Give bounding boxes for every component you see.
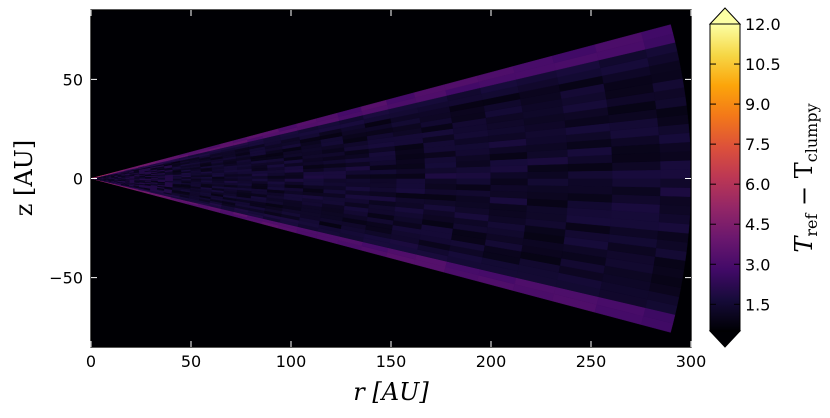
colorbar-extend-max (708, 7, 742, 25)
heatmap-cell (267, 175, 286, 179)
heatmap-cell (567, 185, 613, 195)
heatmap-cell (251, 180, 269, 185)
colorbar-ticks: 1.5 3.0 4.5 6.0 7.5 9.0 10.5 12.0 (710, 15, 781, 314)
heatmap-cell (201, 178, 213, 181)
colorbar-tick-label: 4.5 (745, 215, 770, 234)
heatmap-cell (456, 178, 491, 185)
colorbar-tick-label: 6.0 (745, 175, 770, 194)
heatmap-cell (303, 181, 325, 186)
heatmap-cell (396, 173, 426, 179)
heatmap-cell (568, 170, 613, 179)
heatmap-cell (659, 195, 691, 207)
colorbar-tick-label: 10.5 (745, 55, 781, 74)
heatmap-cell (267, 180, 286, 185)
heatmap-cell (396, 178, 426, 184)
heatmap-cell (527, 178, 569, 186)
heatmap-cell (323, 181, 347, 187)
heatmap-cell (181, 178, 192, 181)
heatmap-cell (370, 178, 397, 184)
heatmap-cell (659, 150, 691, 162)
colorbar-tick-label: 9.0 (745, 95, 770, 114)
x-axis-ticks: 0 50 100 150 200 250 300 (86, 10, 706, 371)
heatmap-cell (660, 169, 691, 179)
heatmap-cell (456, 172, 491, 179)
heatmap-cell (370, 173, 397, 179)
heatmap-cell (612, 186, 661, 197)
heatmap-cell (660, 178, 691, 188)
heatmap-cell (284, 175, 304, 179)
heatmap-cell (323, 178, 347, 183)
svg-text:Tref − Tclumpy: Tref − Tclumpy (790, 103, 821, 252)
y-axis-ticks: 50 0 −50 (49, 70, 691, 288)
colorbar-tick-label: 12.0 (745, 15, 781, 34)
heatmap-cell (425, 172, 457, 179)
heatmap-cell (369, 182, 397, 189)
colorbar-label-sub2: clumpy (802, 103, 821, 162)
heatmap-cell (267, 178, 286, 182)
y-axis-label-text: z [AU] (10, 140, 38, 217)
heatmap-cell (284, 181, 304, 186)
y-tick-label: 0 (73, 170, 83, 189)
heatmap-cell (490, 184, 529, 193)
plot-area: 0 50 100 150 200 250 300 50 0 −50 (49, 9, 706, 371)
heatmap-cell (425, 178, 457, 185)
colorbar-tick-label: 3.0 (745, 255, 770, 274)
heatmap-cell (251, 178, 269, 182)
heatmap-cell (660, 159, 691, 171)
x-tick-label: 250 (576, 352, 607, 371)
heatmap-cell (568, 178, 613, 187)
heatmap-cell (224, 178, 238, 181)
colorbar-label-minus: − T (790, 162, 818, 213)
x-tick-label: 150 (376, 352, 407, 371)
heatmap-cell (456, 183, 491, 191)
heatmap-cell (323, 174, 347, 179)
colorbar-label-sub1: ref (802, 213, 821, 237)
heatmap-cell (659, 204, 691, 216)
heatmap-cell (641, 24, 674, 42)
colorbar-extend-min (708, 330, 742, 348)
heatmap-cell (527, 171, 569, 179)
colorbar-body (709, 23, 741, 332)
heatmap-cell (612, 169, 661, 179)
heatmap-cells (91, 24, 691, 333)
y-axis-label: z [AU] (10, 140, 38, 217)
heatmap-cell (424, 183, 457, 190)
heatmap-cell (303, 178, 325, 183)
y-tick-label: −50 (49, 269, 83, 288)
heatmap-cell (490, 171, 529, 179)
x-tick-label: 100 (276, 352, 307, 371)
heatmap-cell (212, 178, 225, 181)
y-tick-label: 50 (63, 70, 83, 89)
heatmap-cell (345, 174, 371, 179)
colorbar: 1.5 3.0 4.5 6.0 7.5 9.0 10.5 12.0 Tref − Tclump… (708, 7, 821, 348)
heatmap-cell (303, 174, 325, 179)
heatmap-cell (237, 180, 253, 184)
x-axis-label-text: r [AU] (353, 378, 429, 406)
heatmap-cell (172, 178, 182, 181)
heatmap-cell (237, 178, 253, 182)
x-tick-label: 50 (181, 352, 201, 371)
colorbar-label-main: T (790, 235, 818, 253)
colorbar-tick-label: 7.5 (745, 135, 770, 154)
x-axis-label: r [AU] (353, 378, 429, 406)
heatmap-cell (660, 186, 691, 198)
heatmap-cell (345, 182, 371, 188)
colorbar-tick-label: 1.5 (745, 295, 770, 314)
heatmap-cell (345, 178, 371, 183)
x-tick-label: 300 (676, 352, 707, 371)
heatmap-cell (284, 178, 304, 182)
heatmap-cell (190, 178, 202, 181)
heatmap-cell (527, 184, 569, 194)
colorbar-label: Tref − Tclumpy (790, 103, 821, 252)
x-tick-label: 0 (86, 352, 96, 371)
heatmap-cell (251, 175, 269, 179)
svg-text:r [AU]: r [AU] (353, 378, 429, 406)
x-tick-label: 200 (476, 352, 507, 371)
heatmap-cell (612, 178, 661, 188)
heatmap-cell (396, 182, 426, 189)
heatmap-cell (490, 178, 529, 186)
